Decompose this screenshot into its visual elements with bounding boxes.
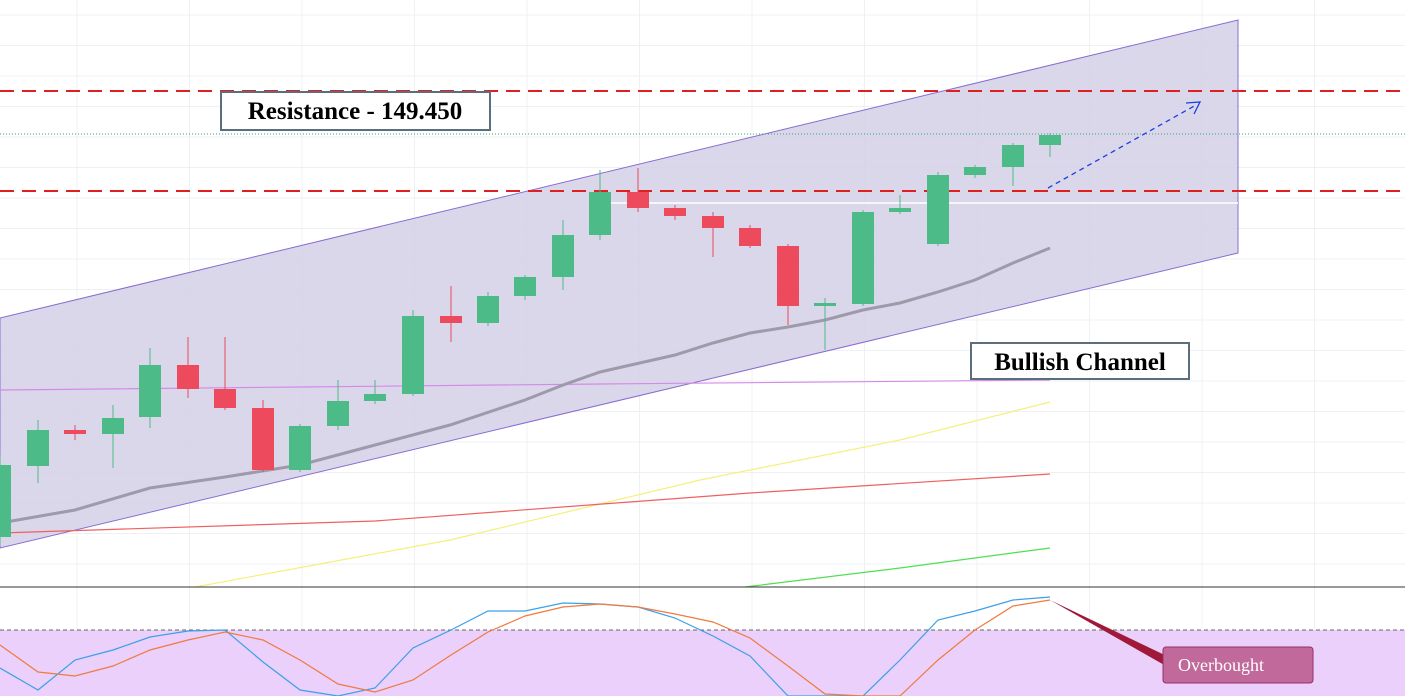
candle-body [64, 430, 86, 434]
resistance-label-box [220, 91, 491, 131]
candle-body [702, 216, 724, 228]
candle-body [252, 408, 274, 470]
candle-body [889, 208, 911, 212]
candle-body [402, 316, 424, 394]
candle-body [1039, 135, 1061, 145]
candle-body [627, 192, 649, 208]
candle-body [964, 167, 986, 175]
ma-yellow [194, 401, 1051, 588]
projection-arrowhead [1185, 101, 1202, 115]
overbought-label: Overbought [1178, 655, 1264, 675]
candle-body [927, 175, 949, 244]
candle-body [477, 296, 499, 323]
candle-body [552, 235, 574, 277]
ma-green [744, 547, 1051, 588]
candle-body [664, 208, 686, 216]
bullish-channel [0, 19, 1239, 549]
candle-body [739, 228, 761, 246]
candle-body [139, 365, 161, 417]
candles [0, 133, 1061, 545]
candle-body [289, 426, 311, 470]
candle-body [814, 303, 836, 306]
candle-body [327, 401, 349, 426]
candle-body [589, 192, 611, 235]
channel-label: Bullish Channel [994, 349, 1166, 376]
candle-body [514, 277, 536, 296]
resistance-label: Resistance - 149.450 [248, 98, 463, 125]
overbought-pointer [1050, 600, 1175, 666]
candle-body [1002, 145, 1024, 167]
ma-gray [0, 246, 1051, 525]
candle-body [440, 316, 462, 323]
candle-body [777, 246, 799, 306]
candle-body [27, 430, 49, 466]
candle-body [102, 418, 124, 434]
channel-label-box [970, 342, 1190, 380]
ma-red [0, 473, 1051, 534]
projection-arrow [1047, 104, 1197, 189]
stoch-d [0, 599, 1051, 696]
candle-body [177, 365, 199, 389]
candle-body [0, 465, 11, 537]
candle-body [364, 394, 386, 401]
stoch-k [0, 596, 1051, 696]
candle-body [852, 212, 874, 304]
candle-body [214, 389, 236, 408]
overbought-label-box [1162, 646, 1314, 684]
